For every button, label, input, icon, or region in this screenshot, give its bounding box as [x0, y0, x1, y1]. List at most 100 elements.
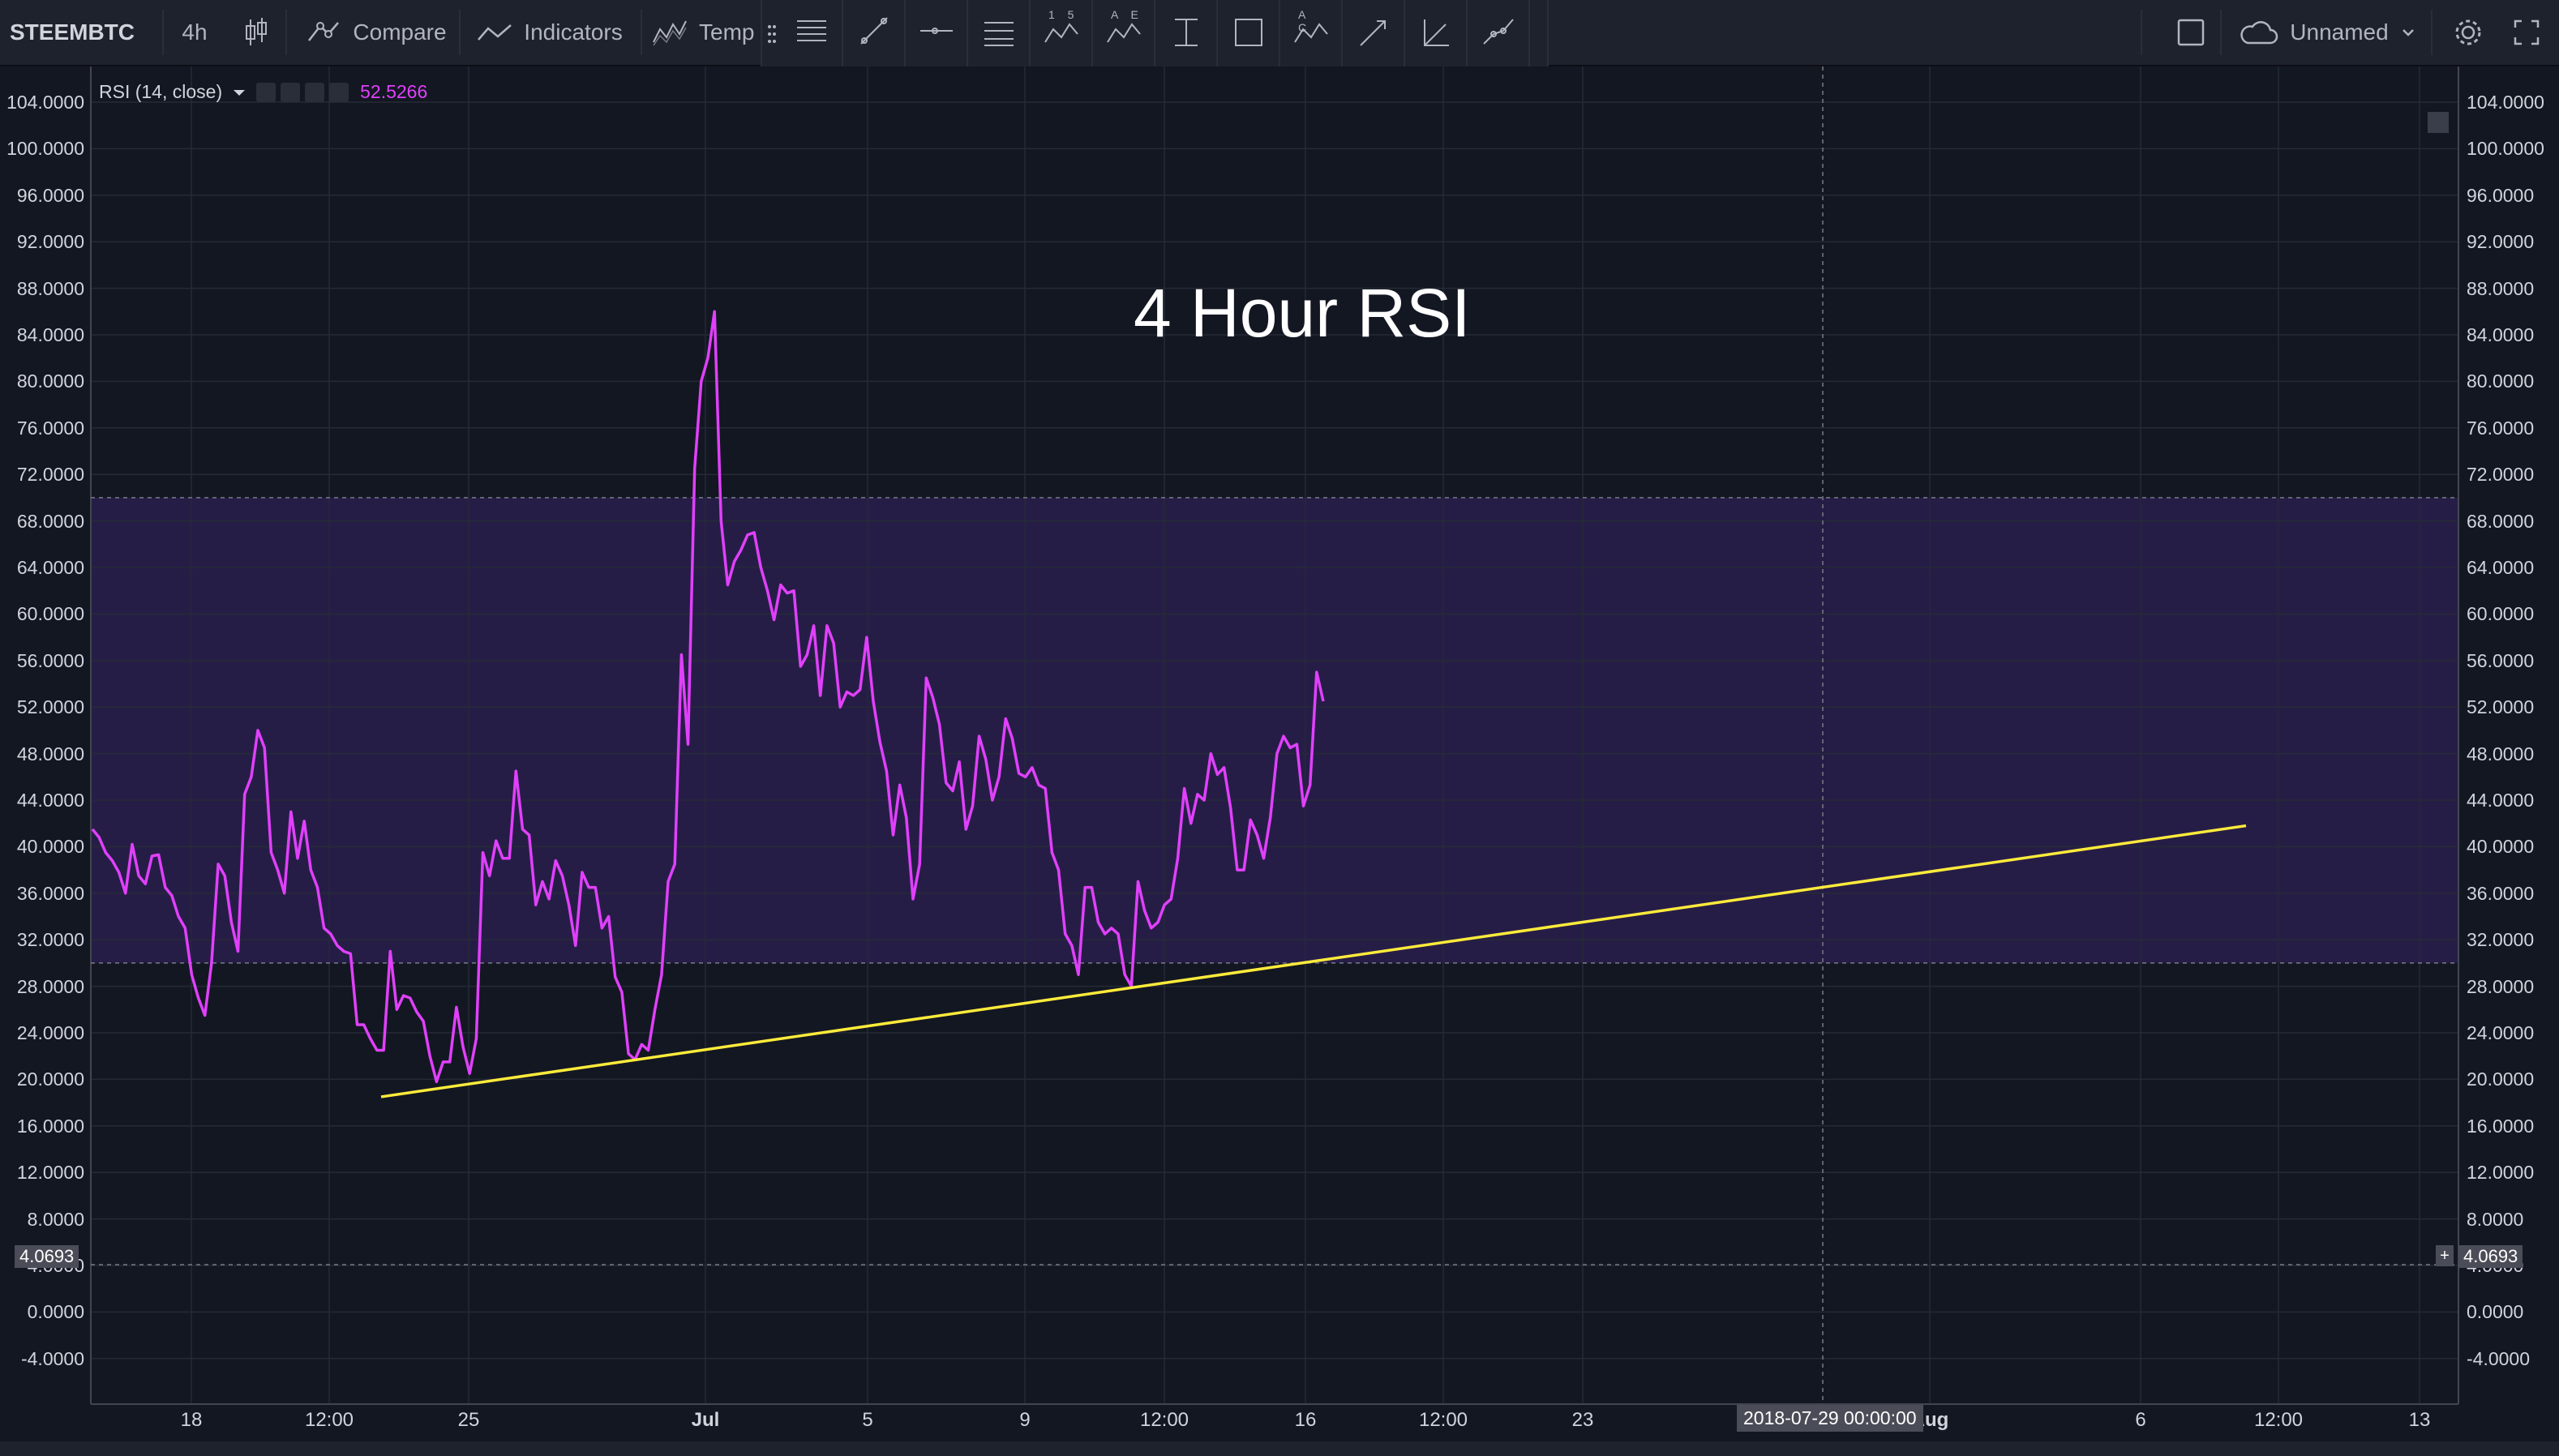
y-tick-label-left: 96.0000 [16, 184, 84, 206]
abcd-pattern-tool-button[interactable]: A E [1094, 0, 1155, 68]
trend-line-tool-button[interactable] [844, 0, 906, 68]
trend-line [380, 824, 2247, 1098]
y-tick-label-left: 72.0000 [16, 464, 84, 486]
bottom-status-strip [0, 1441, 2559, 1456]
chart-type-button[interactable] [227, 0, 285, 65]
settings-small-icon[interactable] [281, 82, 301, 102]
select-checkbox[interactable] [2162, 0, 2220, 65]
gear-icon [2455, 19, 2481, 45]
x-tick-label: 9 [1019, 1409, 1031, 1431]
y-tick-label-right: 64.0000 [2467, 557, 2535, 578]
pattern-tool-button[interactable]: 1 5 [1031, 0, 1093, 68]
y-tick-label-left: 0.0000 [27, 1301, 84, 1323]
horizontal-ray-tool-button[interactable] [907, 0, 968, 68]
y-tick-label-left: 36.0000 [16, 882, 84, 904]
y-tick-label-left: 104.0000 [6, 92, 84, 113]
y-tick-label-left: 80.0000 [16, 370, 84, 392]
y-tick-label-left: 12.0000 [16, 1162, 84, 1184]
symbol-button[interactable]: STEEMBTC [0, 0, 144, 65]
chart-pane[interactable]: RSI (14, close) 52.5266 4 Hour RSI 104.0… [0, 66, 2559, 1456]
path-tool-icon [1483, 18, 1514, 45]
y-tick-label-left: 20.0000 [16, 1068, 84, 1090]
y-tick-label-right: 48.0000 [2467, 743, 2535, 764]
x-tick-label: 25 [457, 1409, 480, 1431]
y-tick-label-right: 8.0000 [2467, 1208, 2524, 1230]
indicator-legend: RSI (14, close) 52.5266 [99, 81, 427, 103]
y-tick-label-left: 68.0000 [16, 510, 84, 532]
rectangle-tool-button[interactable] [1219, 0, 1280, 68]
compare-icon [308, 22, 340, 41]
abcd-pattern-tool-icon [1107, 22, 1141, 43]
arrow-tool-icon [1360, 19, 1386, 46]
y-tick-label-right: 84.0000 [2467, 324, 2535, 345]
horizontal-lines-tool-icon [797, 19, 826, 41]
y-tick-label-left: 48.0000 [16, 743, 84, 764]
indicator-value: 52.5266 [360, 81, 428, 102]
y-tick-label-left: 44.0000 [16, 790, 84, 811]
chevron-down-icon [2402, 29, 2414, 36]
y-tick-label-left: 52.0000 [16, 696, 84, 718]
visibility-icon[interactable] [256, 82, 276, 102]
more-icon[interactable] [305, 82, 325, 102]
angle-tool-button[interactable] [1406, 0, 1468, 68]
x-tick-label: 16 [1294, 1409, 1317, 1431]
y-tick-label-left: 88.0000 [16, 277, 84, 299]
y-tick-label-right: 40.0000 [2467, 836, 2535, 858]
price-range-tool-icon [1175, 18, 1198, 46]
layout-name: Unnamed [2290, 19, 2389, 45]
y-tick-label-right: 44.0000 [2467, 790, 2535, 811]
remove-icon[interactable] [329, 82, 349, 102]
indicator-name[interactable]: RSI (14, close) [99, 81, 223, 102]
y-tick-label-left: 8.0000 [27, 1208, 84, 1230]
drawing-toolbar: 1 5 A E A C [761, 0, 1549, 70]
compare-button[interactable]: Compare [295, 0, 457, 65]
price-tag-left: 4.0693 [15, 1245, 79, 1268]
fib-retracement-tool-button[interactable] [969, 0, 1031, 68]
x-tick-label: 13 [2408, 1409, 2431, 1431]
price-range-tool-button[interactable] [1156, 0, 1218, 68]
fullscreen-button[interactable] [2497, 0, 2556, 65]
add-alert-button[interactable]: + [2436, 1245, 2454, 1266]
y-tick-label-left: 76.0000 [16, 417, 84, 439]
templates-button[interactable]: Temp [652, 0, 764, 65]
y-tick-label-right: 68.0000 [2467, 510, 2535, 532]
templates-icon [653, 20, 687, 46]
abc-pattern-tool-button[interactable]: A C [1281, 0, 1343, 68]
x-tick-label: 23 [1571, 1409, 1594, 1431]
path-tool-button[interactable] [1468, 0, 1530, 68]
crosshair-time-label: 2018-07-29 00:00:00 [1737, 1405, 1923, 1432]
compare-label: Compare [353, 19, 447, 45]
drag-handle-icon[interactable] [762, 0, 782, 68]
settings-button[interactable] [2439, 0, 2497, 65]
y-tick-label-right: 32.0000 [2467, 929, 2535, 951]
toolbar-divider [2141, 10, 2142, 55]
arrow-tool-button[interactable] [1344, 0, 1405, 68]
trend-line-tool-icon [860, 16, 888, 45]
y-tick-label-left: -4.0000 [20, 1347, 84, 1369]
x-tick-label: 12:00 [1418, 1409, 1468, 1431]
x-tick-label: 6 [2135, 1409, 2146, 1431]
y-tick-label-right: 96.0000 [2467, 184, 2535, 206]
y-tick-label-right: -4.0000 [2467, 1347, 2531, 1369]
y-tick-label-left: 84.0000 [16, 324, 84, 345]
toolbar-divider [641, 10, 642, 55]
toolbar-divider [2220, 10, 2222, 55]
fullscreen-icon [2514, 19, 2540, 45]
tool-label: 1 5 [1048, 7, 1079, 21]
layout-menu-button[interactable]: Unnamed [2230, 0, 2424, 65]
indicators-label: Indicators [524, 19, 623, 45]
scale-toggle-icon[interactable] [2428, 112, 2449, 133]
y-tick-label-left: 28.0000 [16, 975, 84, 997]
indicators-button[interactable]: Indicators [469, 0, 631, 65]
tool-label: A C [1298, 7, 1312, 34]
dropdown-caret-icon[interactable] [234, 88, 246, 96]
horizontal-lines-tool-button[interactable] [782, 0, 843, 68]
cloud-icon [2240, 21, 2278, 45]
y-tick-label-left: 16.0000 [16, 1115, 84, 1137]
chart-annotation-text[interactable]: 4 Hour RSI [1134, 275, 1471, 351]
toolbar-divider [162, 10, 164, 55]
templates-label: Temp [699, 19, 755, 45]
y-tick-label-left: 32.0000 [16, 929, 84, 951]
interval-button[interactable]: 4h [172, 0, 217, 65]
y-tick-label-right: 88.0000 [2467, 277, 2535, 299]
